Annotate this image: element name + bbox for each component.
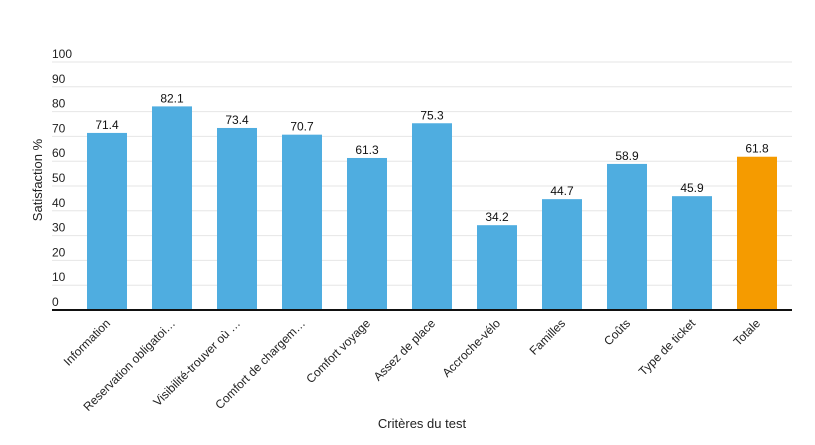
bar: [412, 123, 452, 310]
x-tick-label: Familles: [527, 316, 568, 357]
data-label: 61.3: [355, 143, 379, 157]
x-tick-label: Comfort voyage: [303, 316, 373, 386]
bar: [477, 225, 517, 310]
y-tick-label: 70: [52, 121, 66, 135]
bar: [87, 132, 127, 310]
bar: [737, 156, 777, 310]
data-label: 44.7: [550, 184, 574, 198]
x-tick-label: Totale: [731, 316, 764, 349]
x-tick-label: Information: [61, 316, 113, 368]
x-tick-label: Type de ticket: [636, 316, 699, 379]
data-labels: 71.4 82.1 73.4 70.7 61.3 75.3 34.2 44.7 58.9 45.9…: [95, 91, 769, 224]
y-axis-ticks: 0 10 20 30 40 50 60 70 80 90 100: [52, 47, 72, 309]
y-tick-label: 0: [52, 295, 59, 309]
y-tick-label: 20: [52, 245, 66, 259]
bars: [87, 106, 777, 310]
y-tick-label: 10: [52, 270, 66, 284]
x-tick-label: Accroche-vélo: [439, 316, 503, 380]
bar: [607, 163, 647, 310]
y-tick-label: 60: [52, 146, 66, 160]
data-label: 75.3: [420, 108, 444, 122]
y-tick-label: 90: [52, 72, 66, 86]
data-label: 58.9: [615, 149, 639, 163]
y-tick-label: 50: [52, 171, 66, 185]
x-tick-label: Assez de place: [371, 316, 439, 384]
y-axis-title: Satisfaction %: [30, 138, 45, 221]
data-label: 34.2: [485, 210, 509, 224]
data-label: 82.1: [160, 91, 184, 105]
data-label: 61.8: [745, 142, 769, 156]
y-tick-label: 80: [52, 97, 66, 111]
data-label: 71.4: [95, 118, 119, 132]
x-axis-title: Critères du test: [378, 416, 467, 431]
y-tick-label: 30: [52, 221, 66, 235]
x-tick-label: Coûts: [601, 316, 633, 348]
bar: [282, 134, 322, 310]
bar: [672, 196, 712, 310]
y-tick-label: 40: [52, 196, 66, 210]
data-label: 73.4: [225, 113, 249, 127]
data-label: 45.9: [680, 181, 704, 195]
bar: [542, 199, 582, 310]
bar: [152, 106, 192, 310]
bar: [347, 157, 387, 310]
data-label: 70.7: [290, 120, 314, 134]
bar: [217, 127, 257, 310]
y-tick-label: 100: [52, 47, 72, 61]
